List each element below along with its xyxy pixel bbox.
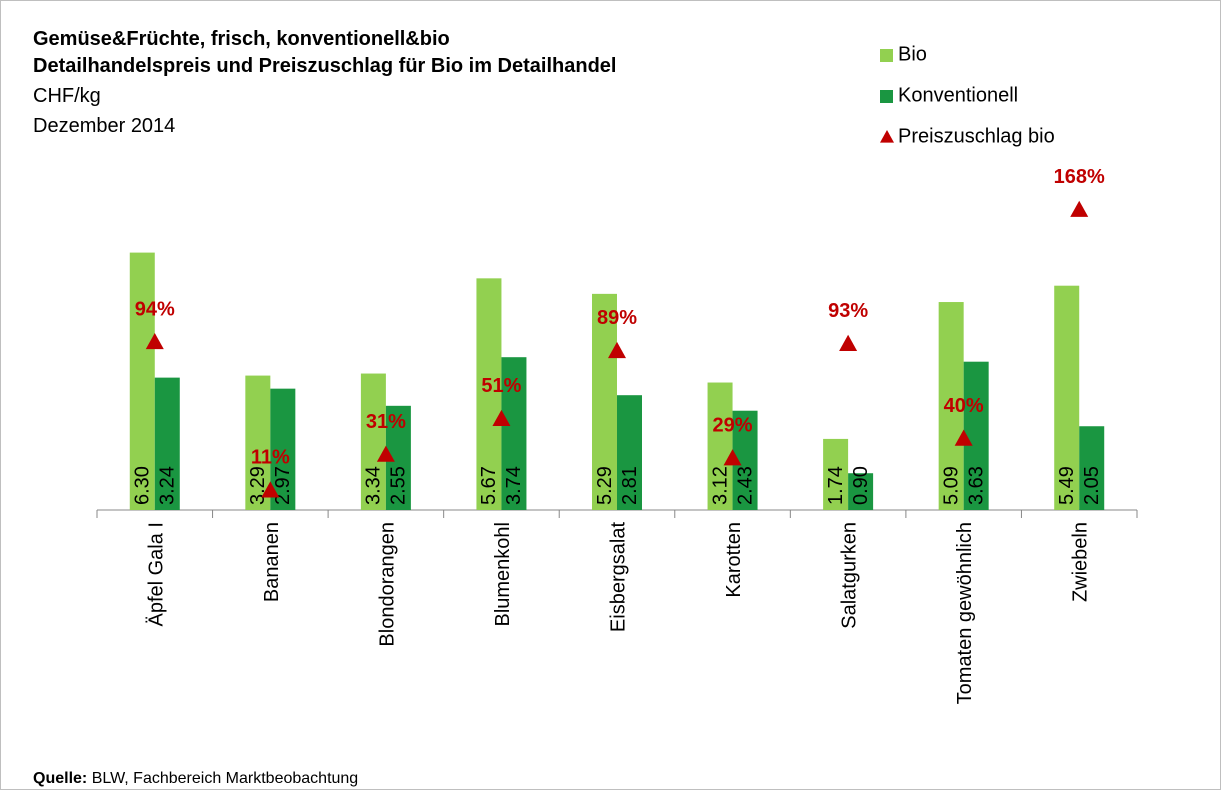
bar: [129, 252, 155, 510]
chart-title: Gemüse&Früchte, frisch, konventionell&bi…: [33, 28, 450, 50]
legend-label: Konventionell: [898, 84, 1018, 106]
bar-value-label: 5.49: [1056, 466, 1078, 505]
bar-value-label: 2.55: [388, 466, 410, 505]
bar-value-label: 2.05: [1081, 466, 1103, 505]
premium-label: 168%: [1054, 166, 1105, 188]
bar: [848, 473, 874, 510]
bar-value-label: 2.97: [272, 466, 294, 505]
bar: [476, 278, 502, 510]
bar-value-label: 5.29: [594, 466, 616, 505]
bar-value-label: 3.74: [503, 466, 525, 505]
source: Quelle: BLW, Fachbereich Marktbeobachtun…: [33, 770, 358, 787]
source-text: BLW, Fachbereich Marktbeobachtung: [92, 770, 359, 787]
date-label: Dezember 2014: [33, 115, 175, 137]
legend-marker: [880, 49, 893, 62]
premium-marker: [839, 334, 858, 351]
x-tick-label: Tomaten gewöhnlich: [954, 522, 976, 704]
legend-label: Preiszuschlag bio: [898, 125, 1055, 147]
premium-label: 94%: [135, 298, 175, 320]
bar: [707, 382, 733, 510]
bar: [938, 302, 964, 510]
chart-subtitle: Detailhandelspreis und Preiszuschlag für…: [33, 55, 616, 77]
legend-marker: [880, 90, 893, 103]
premium-marker: [608, 341, 626, 359]
premium-label: 89%: [597, 307, 637, 329]
bar-value-label: 5.67: [478, 466, 500, 505]
premium-marker: [492, 409, 511, 427]
premium-marker: [145, 332, 164, 350]
bar-value-label: 1.74: [825, 466, 847, 505]
bar-value-label: 2.43: [734, 466, 756, 505]
bar-value-label: 6.30: [132, 466, 154, 505]
premium-marker: [376, 445, 395, 462]
bar-value-label: 3.34: [363, 466, 385, 505]
legend-label: Bio: [898, 43, 927, 65]
bar-value-label: 5.09: [940, 466, 962, 505]
bar: [1054, 285, 1080, 510]
x-tick-label: Karotten: [723, 522, 745, 598]
premium-marker: [1070, 200, 1089, 217]
premium-label: 31%: [366, 411, 406, 433]
x-tick-label: Äpfel Gala I: [145, 522, 167, 627]
bar-value-label: 2.81: [619, 466, 641, 505]
premium-label: 93%: [828, 300, 868, 322]
bar: [154, 377, 180, 510]
bar: [1079, 426, 1105, 510]
x-tick-label: Bananen: [261, 522, 283, 602]
legend-marker: [880, 130, 894, 143]
x-tick-label: Zwiebeln: [1070, 522, 1092, 602]
x-tick-label: Blondorangen: [376, 522, 398, 647]
bar-value-label: 3.12: [709, 466, 731, 505]
x-tick-label: Eisbergsalat: [608, 522, 630, 633]
premium-marker: [954, 429, 973, 446]
bar: [360, 373, 386, 510]
unit-label: CHF/kg: [33, 85, 101, 107]
bar: [501, 357, 527, 510]
premium-marker: [261, 481, 280, 498]
bar-value-label: 3.63: [965, 466, 987, 505]
bar: [592, 293, 617, 510]
bar: [963, 361, 989, 510]
premium-label: 40%: [944, 395, 984, 417]
bar-value-label: 3.29: [247, 466, 269, 505]
premium-label: 11%: [251, 447, 290, 469]
x-tick-label: Blumenkohl: [492, 522, 514, 627]
premium-marker: [723, 449, 742, 466]
bar: [245, 375, 271, 510]
bar: [823, 438, 849, 510]
x-tick-label: Salatgurken: [839, 522, 861, 629]
bar-value-label: 3.24: [157, 466, 179, 505]
premium-label: 29%: [713, 414, 753, 436]
bar: [617, 395, 642, 510]
source-label: Quelle:: [33, 770, 87, 787]
premium-label: 51%: [481, 375, 521, 397]
bar-value-label: 0.90: [850, 466, 872, 505]
